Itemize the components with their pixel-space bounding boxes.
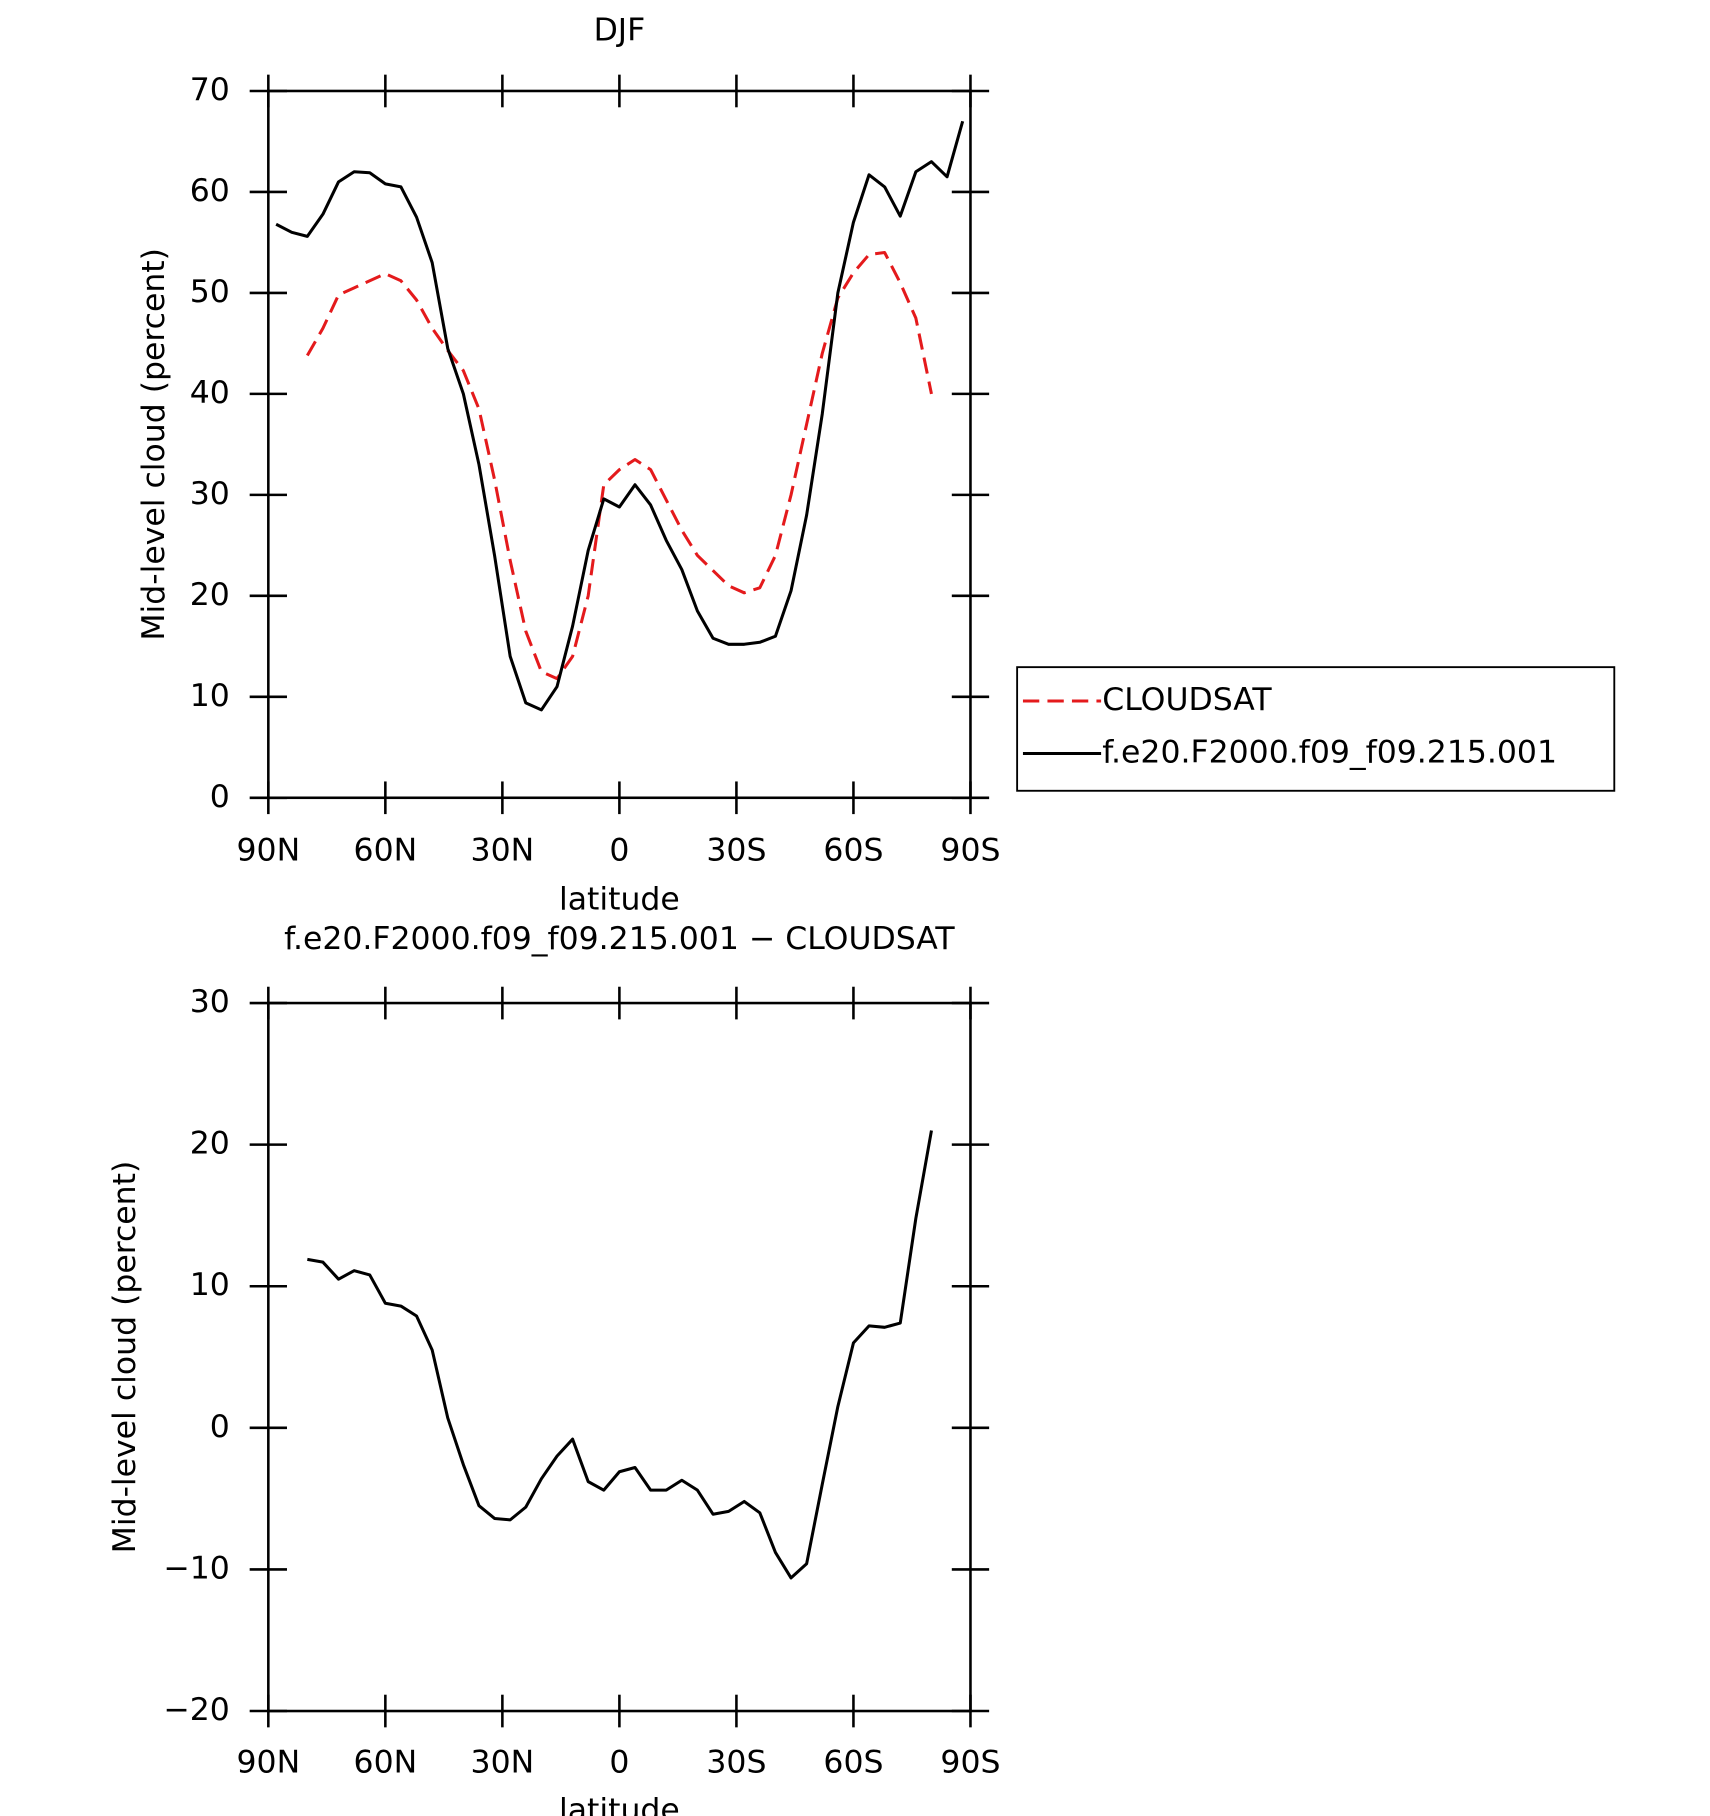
x-axis-label: latitude — [559, 1792, 680, 1816]
y-tick-label: 20 — [190, 577, 230, 613]
y-tick-label: 10 — [190, 678, 230, 714]
chart-title: DJF — [594, 12, 646, 48]
x-tick-label: 30S — [706, 832, 766, 868]
y-axis-label: Mid-level cloud (percent) — [136, 248, 172, 641]
x-tick-label: 0 — [609, 832, 629, 868]
x-axis-label: latitude — [559, 881, 680, 917]
y-tick-label: −10 — [163, 1550, 229, 1586]
x-tick-label: 60S — [823, 832, 883, 868]
legend-label: f.e20.F2000.f09_f09.215.001 — [1102, 734, 1557, 770]
y-axis-label: Mid-level cloud (percent) — [107, 1161, 143, 1554]
plot-frame — [267, 89, 972, 800]
x-tick-label: 60N — [354, 1745, 418, 1781]
data-line — [307, 1130, 933, 1580]
x-tick-label: 90N — [237, 832, 301, 868]
y-tick-label: 30 — [190, 984, 230, 1020]
x-tick-label: 0 — [609, 1745, 629, 1781]
y-tick-label: 0 — [210, 779, 230, 815]
y-tick-label: −20 — [163, 1692, 229, 1728]
legend-label: CLOUDSAT — [1102, 682, 1272, 718]
x-tick-label: 60S — [823, 1745, 883, 1781]
plot-frame — [267, 1001, 972, 1713]
y-tick-label: 70 — [190, 72, 230, 108]
y-tick-label: 10 — [190, 1267, 230, 1303]
y-tick-label: 30 — [190, 476, 230, 512]
x-tick-label: 30N — [471, 832, 535, 868]
data-line — [306, 251, 933, 681]
x-tick-label: 60N — [354, 832, 418, 868]
y-tick-label: 60 — [190, 173, 230, 209]
x-tick-label: 90N — [237, 1745, 301, 1781]
y-tick-label: 50 — [190, 274, 230, 310]
y-tick-label: 0 — [210, 1409, 230, 1445]
x-tick-label: 30S — [706, 1745, 766, 1781]
x-tick-label: 90S — [940, 832, 1000, 868]
x-tick-label: 30N — [471, 1745, 535, 1781]
legend-box — [1016, 666, 1616, 792]
data-line — [275, 120, 965, 712]
y-tick-label: 20 — [190, 1126, 230, 1162]
legend: CLOUDSAT f.e20.F2000.f09_f09.215.001 — [1016, 666, 1616, 792]
x-tick-label: 90S — [940, 1745, 1000, 1781]
chart-title: f.e20.F2000.f09_f09.215.001 − CLOUDSAT — [284, 921, 955, 957]
y-tick-label: 40 — [190, 375, 230, 411]
